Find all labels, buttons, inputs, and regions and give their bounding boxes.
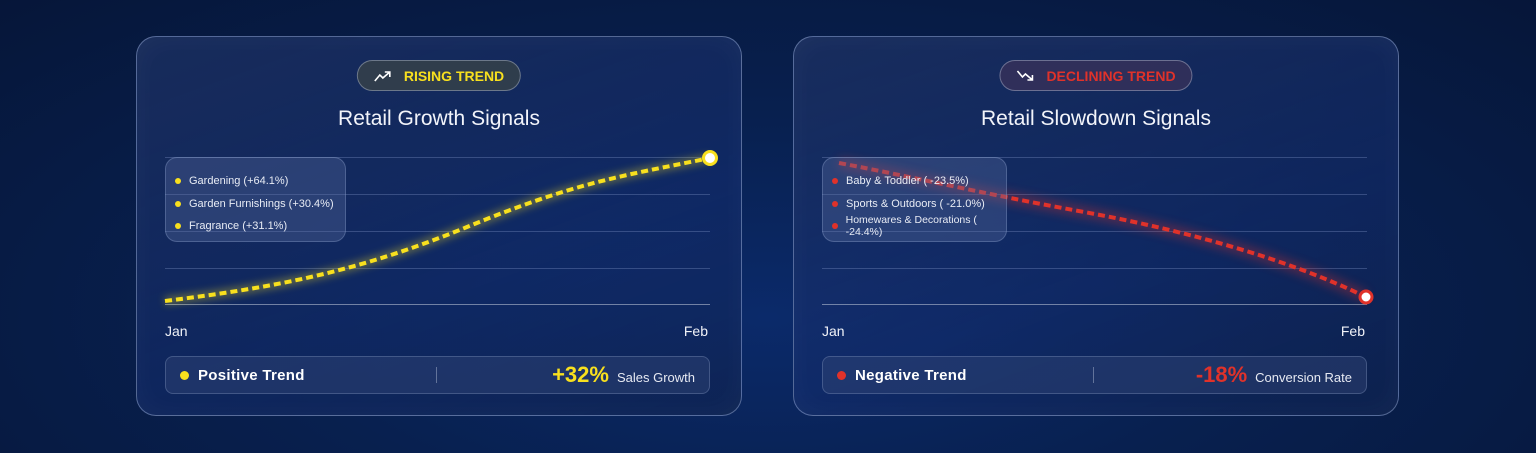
data-point-feb (702, 150, 718, 166)
x-axis-baseline (822, 304, 1367, 305)
legend-item: Baby & Toddler ( -23.5%) (832, 170, 1006, 193)
summary-value: -18% (1195, 362, 1248, 387)
summary-bar: Positive Trend +32% Sales Growth (165, 356, 710, 394)
declining-trend-card: DECLINING TREND Retail Slowdown Signals … (793, 36, 1399, 416)
badge-label: RISING TREND (403, 67, 505, 84)
summary-bar: Negative Trend -18% Conversion Rate (822, 356, 1367, 394)
legend-item: Garden Furnishings (+30.4%) (175, 193, 345, 216)
rising-trend-card: RISING TREND Retail Growth Signals Garde… (136, 36, 742, 416)
chart-plot (164, 150, 718, 305)
legend-item: Sports & Outdoors ( -21.0%) (832, 193, 1006, 216)
legend-item: Fragrance (+31.1%) (175, 215, 345, 238)
gridline (822, 157, 1367, 158)
gridline (165, 157, 710, 158)
gridline (165, 194, 710, 195)
x-tick-label: Jan (165, 323, 188, 339)
status-dot (837, 370, 846, 380)
summary-label: Negative Trend (855, 366, 967, 384)
x-tick-label: Feb (1340, 323, 1365, 339)
gridline (822, 268, 1367, 269)
gridline (822, 231, 1367, 232)
summary-metric: Conversion Rate (1255, 370, 1352, 385)
series-line (838, 161, 1367, 299)
x-tick-label: Jan (822, 323, 845, 339)
data-point-feb (1358, 289, 1374, 305)
rising-trend-badge: RISING TREND (356, 60, 522, 91)
divider (436, 367, 437, 383)
summary-value: +32% (552, 362, 609, 387)
legend: Baby & Toddler ( -23.5%) Sports & Outdoo… (822, 157, 1007, 242)
gridline (822, 194, 1367, 195)
badge-label: DECLINING TREND (1046, 67, 1176, 84)
x-axis-baseline (165, 304, 710, 305)
chart-title: Retail Slowdown Signals (981, 107, 1211, 130)
declining-trend-badge: DECLINING TREND (999, 60, 1193, 91)
series-line (164, 156, 711, 303)
gridline (165, 268, 710, 269)
gridline (165, 231, 710, 232)
trending-up-icon (374, 70, 391, 82)
trending-down-icon (1016, 69, 1034, 81)
divider (1093, 367, 1094, 383)
chart-title: Retail Growth Signals (338, 107, 540, 130)
status-dot (180, 370, 189, 380)
legend-item: Homewares & Decorations ( -24.4%) (832, 214, 1006, 238)
summary-label: Positive Trend (198, 366, 305, 384)
legend-item: Gardening (+64.1%) (175, 170, 345, 193)
legend: Gardening (+64.1%) Garden Furnishings (+… (165, 157, 346, 242)
x-tick-label: Feb (683, 323, 708, 339)
summary-metric: Sales Growth (616, 370, 695, 385)
chart-plot (838, 158, 1374, 305)
